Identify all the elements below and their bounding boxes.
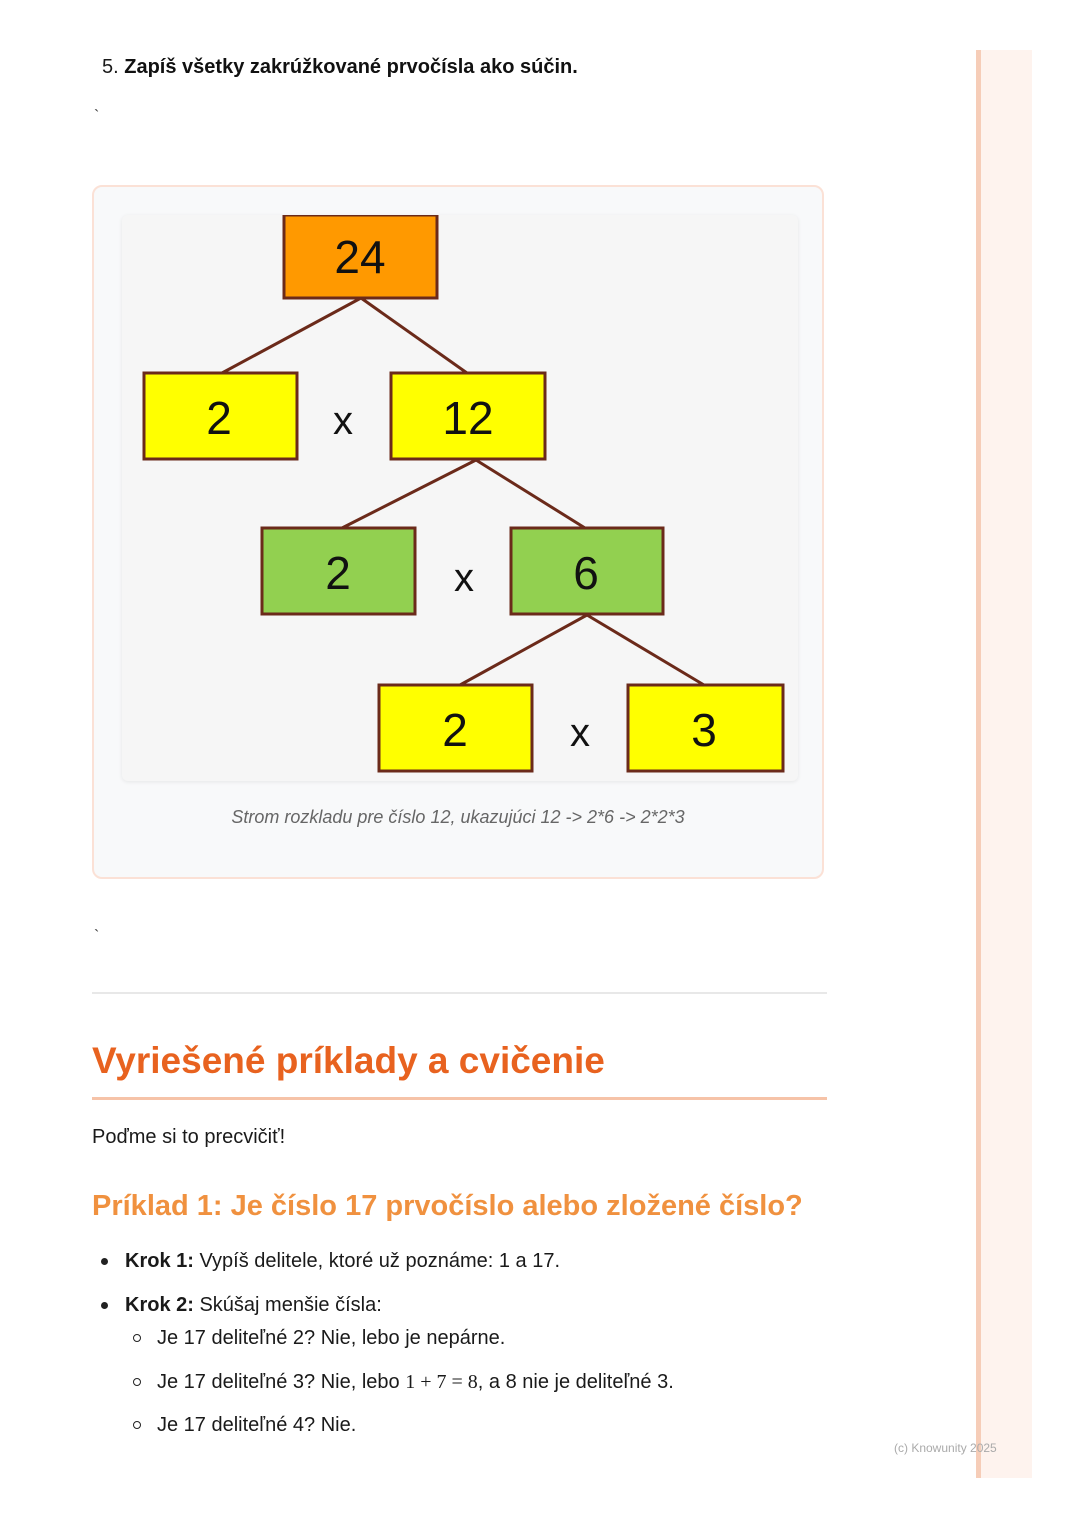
stray-mark: ` bbox=[94, 108, 100, 125]
tree-node bbox=[142, 371, 299, 461]
figure-caption: Strom rozkladu pre číslo 12, ukazujúci 1… bbox=[231, 807, 685, 827]
tree-operator: x bbox=[454, 556, 474, 600]
tree-node bbox=[377, 683, 534, 773]
tree-label: 2 bbox=[325, 547, 351, 599]
tree-label: 3 bbox=[691, 704, 717, 756]
example-heading: Príklad 1: Je číslo 17 prvočíslo alebo z… bbox=[92, 1190, 803, 1222]
substep-text: Je 17 deliteľné 4? Nie. bbox=[157, 1414, 357, 1436]
figure-card: 24 2 x 12 2 x 6 2 x 3 Strom rozkladu pre… bbox=[92, 185, 824, 879]
circle-bullet-icon bbox=[133, 1378, 141, 1386]
tree-node bbox=[389, 371, 547, 461]
question-text: Zapíš všetky zakrúžkované prvočísla ako … bbox=[124, 56, 578, 78]
tree-label: 24 bbox=[334, 231, 385, 283]
question-5: 5. Zapíš všetky zakrúžkované prvočísla a… bbox=[102, 56, 578, 79]
tree-node-root bbox=[282, 215, 439, 300]
list-item: Krok 2: Skúšaj menšie čísla: bbox=[101, 1294, 382, 1317]
question-number: 5. bbox=[102, 56, 119, 78]
factor-tree-diagram: 24 2 x 12 2 x 6 2 x 3 bbox=[142, 215, 785, 773]
divider bbox=[92, 992, 827, 994]
substep-text: , a 8 nie je deliteľné 3. bbox=[477, 1371, 674, 1393]
tree-operator: x bbox=[333, 399, 353, 443]
circle-bullet-icon bbox=[133, 1421, 141, 1429]
tree-operator: x bbox=[570, 711, 590, 755]
math-expression: 1 + 7 = 8 bbox=[405, 1371, 478, 1393]
factor-tree-image: 24 2 x 12 2 x 6 2 x 3 bbox=[122, 215, 798, 781]
footer-copyright: (c) Knowunity 2025 bbox=[894, 1441, 997, 1455]
sub-list-item: Je 17 deliteľné 3? Nie, lebo 1 + 7 = 8, … bbox=[133, 1371, 674, 1394]
stray-mark: ` bbox=[94, 928, 100, 945]
tree-label: 2 bbox=[442, 704, 468, 756]
sub-list-item: Je 17 deliteľné 4? Nie. bbox=[133, 1414, 357, 1437]
bullet-icon bbox=[101, 1302, 108, 1309]
tree-label: 2 bbox=[206, 392, 232, 444]
list-item: Krok 1: Vypíš delitele, ktoré už poznáme… bbox=[101, 1250, 561, 1273]
tree-node bbox=[626, 683, 785, 773]
sub-list-item: Je 17 deliteľné 2? Nie, lebo je nepárne. bbox=[133, 1327, 506, 1350]
step-label: Krok 1: bbox=[125, 1250, 194, 1272]
section-heading: Vyriešené príklady a cvičenie bbox=[92, 1040, 605, 1081]
substep-text: Je 17 deliteľné 2? Nie, lebo je nepárne. bbox=[157, 1327, 506, 1349]
tree-label: 6 bbox=[573, 547, 599, 599]
step-label: Krok 2: bbox=[125, 1294, 194, 1316]
heading-underline bbox=[92, 1097, 827, 1100]
tree-label: 12 bbox=[442, 392, 493, 444]
side-panel-strip bbox=[976, 50, 1032, 1478]
tree-node bbox=[509, 526, 665, 616]
step-text: Vypíš delitele, ktoré už poznáme: 1 a 17… bbox=[193, 1250, 561, 1272]
step-text: Skúšaj menšie čísla: bbox=[193, 1294, 382, 1316]
substep-text: Je 17 deliteľné 3? Nie, lebo bbox=[157, 1371, 406, 1393]
bullet-icon bbox=[101, 1258, 108, 1265]
intro-text: Poďme si to precvičiť! bbox=[92, 1126, 286, 1148]
circle-bullet-icon bbox=[133, 1334, 141, 1342]
tree-node bbox=[260, 526, 417, 616]
